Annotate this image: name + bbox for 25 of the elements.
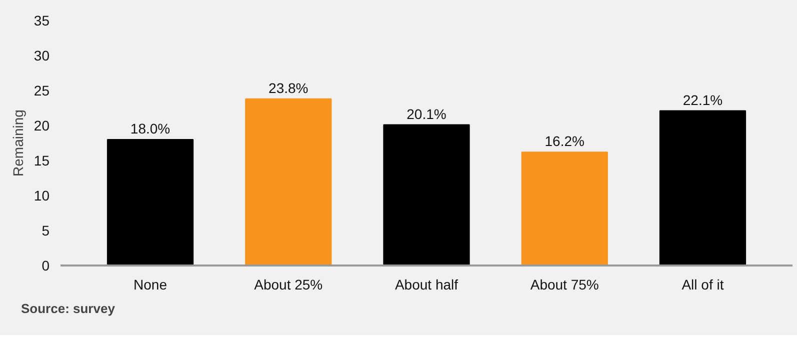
x-tick-label: All of it bbox=[682, 276, 724, 292]
x-tick-label: About half bbox=[394, 276, 458, 292]
source-note: Source: survey bbox=[21, 300, 115, 318]
y-tick-label: 10 bbox=[34, 188, 50, 204]
bar bbox=[383, 124, 470, 266]
y-tick-label: 25 bbox=[34, 82, 50, 98]
data-label: 23.8% bbox=[268, 80, 308, 96]
data-label: 20.1% bbox=[406, 106, 446, 122]
bar bbox=[106, 139, 194, 266]
y-tick-label: 20 bbox=[34, 118, 50, 134]
data-label: 22.1% bbox=[682, 92, 723, 108]
data-label: 18.0% bbox=[130, 120, 170, 136]
y-tick-label: 30 bbox=[34, 48, 50, 64]
bar bbox=[521, 152, 608, 266]
y-axis-title: Remaining bbox=[10, 110, 26, 176]
y-tick-label: 35 bbox=[34, 12, 50, 28]
data-label: 16.2% bbox=[544, 133, 584, 150]
y-tick-label: 15 bbox=[34, 152, 50, 168]
y-tick-label: 0 bbox=[42, 258, 50, 274]
x-tick-label: About 25% bbox=[254, 276, 323, 292]
x-tick-label: None bbox=[134, 276, 168, 292]
x-tick-label: About 75% bbox=[530, 276, 599, 292]
y-tick-label: 5 bbox=[42, 222, 50, 238]
bar bbox=[659, 110, 746, 266]
bar bbox=[245, 98, 332, 266]
